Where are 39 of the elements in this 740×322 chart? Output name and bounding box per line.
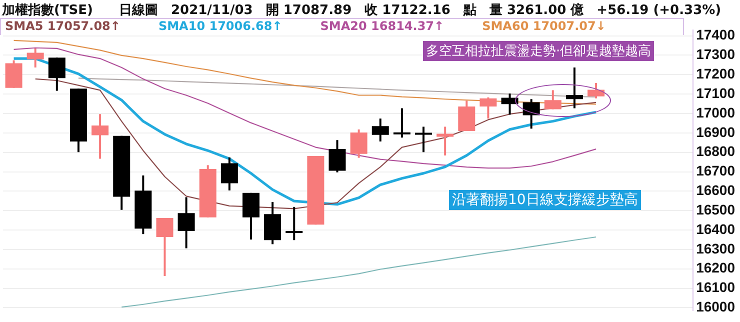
candlestick xyxy=(48,56,66,92)
text: SMA60 17007.07↓ xyxy=(482,19,606,33)
candlestick xyxy=(220,156,238,192)
y-tick-label: 17400 xyxy=(696,26,736,43)
candlestick xyxy=(92,113,109,160)
candlestick xyxy=(286,206,303,242)
y-tick-label: 16100 xyxy=(696,279,736,296)
y-tick-label: 17100 xyxy=(696,84,736,101)
annotation: 沿著翻揚10日線支撐緩步墊高 xyxy=(449,190,641,210)
candlestick xyxy=(566,66,583,110)
y-tick-label: 16400 xyxy=(696,220,736,237)
y-tick-label: 16600 xyxy=(696,182,736,198)
candlestick xyxy=(350,128,368,159)
chart-title: 加權指數(TSE) 日線圖 2021/11/03 開 17087.89 收 17122.16 點 量 3261.00 億 +56.19 (+0.33%) xyxy=(2,2,722,19)
candlestick xyxy=(480,96,497,120)
candlestick xyxy=(156,216,174,278)
y-tick-label: 16300 xyxy=(696,240,736,256)
candlestick xyxy=(328,139,346,174)
y-tick-label: 16900 xyxy=(696,124,736,140)
text: SMA5 17057.08↑ xyxy=(5,19,120,33)
text: SMA10 17006.68↑ xyxy=(158,19,282,33)
candlestick xyxy=(178,196,195,250)
y-tick-label: 16800 xyxy=(696,143,736,160)
y-tick-label: 17200 xyxy=(696,66,736,82)
y-tick-label: 17000 xyxy=(696,104,736,120)
candlestick xyxy=(393,107,410,139)
y-tick-label: 16000 xyxy=(696,298,736,315)
candlestick xyxy=(372,118,389,142)
y-tick-label: 16500 xyxy=(696,201,736,218)
candlestick xyxy=(26,47,44,68)
text: SMA20 16814.37↑ xyxy=(320,19,444,33)
y-tick-label: 17300 xyxy=(696,46,736,62)
annotation: 多空互相拉扯震盪走勢·但卻是越墊越高 xyxy=(423,41,654,61)
candlestick xyxy=(588,82,605,100)
y-tick-label: 16200 xyxy=(696,260,736,276)
candlestick xyxy=(436,126,454,156)
candlestick xyxy=(544,89,562,110)
y-tick-label: 16700 xyxy=(696,162,736,179)
candlestick xyxy=(415,126,432,154)
